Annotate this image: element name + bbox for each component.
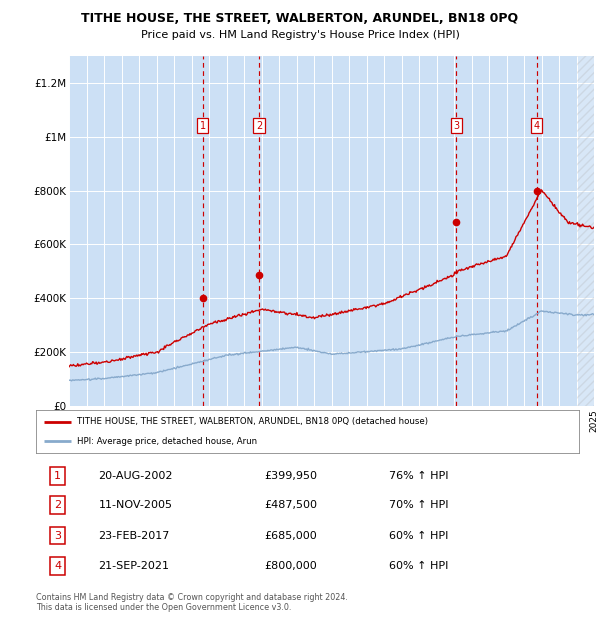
Text: 70% ↑ HPI: 70% ↑ HPI	[389, 500, 448, 510]
Text: 3: 3	[454, 121, 460, 131]
Text: 60% ↑ HPI: 60% ↑ HPI	[389, 561, 448, 571]
Text: 3: 3	[54, 531, 61, 541]
Text: 1: 1	[54, 471, 61, 481]
Text: TITHE HOUSE, THE STREET, WALBERTON, ARUNDEL, BN18 0PQ (detached house): TITHE HOUSE, THE STREET, WALBERTON, ARUN…	[77, 417, 428, 427]
Text: 21-SEP-2021: 21-SEP-2021	[98, 561, 169, 571]
Bar	[577, 56, 594, 406]
Text: 4: 4	[54, 561, 61, 571]
Text: Price paid vs. HM Land Registry's House Price Index (HPI): Price paid vs. HM Land Registry's House …	[140, 30, 460, 40]
Text: 76% ↑ HPI: 76% ↑ HPI	[389, 471, 448, 481]
Text: 1: 1	[199, 121, 206, 131]
Text: HPI: Average price, detached house, Arun: HPI: Average price, detached house, Arun	[77, 436, 257, 446]
Text: 2: 2	[54, 500, 61, 510]
Text: This data is licensed under the Open Government Licence v3.0.: This data is licensed under the Open Gov…	[36, 603, 292, 613]
Text: 2: 2	[256, 121, 262, 131]
Text: 4: 4	[533, 121, 539, 131]
Text: 23-FEB-2017: 23-FEB-2017	[98, 531, 170, 541]
Text: £487,500: £487,500	[264, 500, 317, 510]
Text: TITHE HOUSE, THE STREET, WALBERTON, ARUNDEL, BN18 0PQ: TITHE HOUSE, THE STREET, WALBERTON, ARUN…	[82, 12, 518, 25]
Text: £399,950: £399,950	[264, 471, 317, 481]
Bar	[577, 56, 594, 406]
Text: £800,000: £800,000	[264, 561, 317, 571]
Text: 20-AUG-2002: 20-AUG-2002	[98, 471, 173, 481]
Text: £685,000: £685,000	[264, 531, 317, 541]
Text: Contains HM Land Registry data © Crown copyright and database right 2024.: Contains HM Land Registry data © Crown c…	[36, 593, 348, 603]
Text: 11-NOV-2005: 11-NOV-2005	[98, 500, 172, 510]
Text: 60% ↑ HPI: 60% ↑ HPI	[389, 531, 448, 541]
